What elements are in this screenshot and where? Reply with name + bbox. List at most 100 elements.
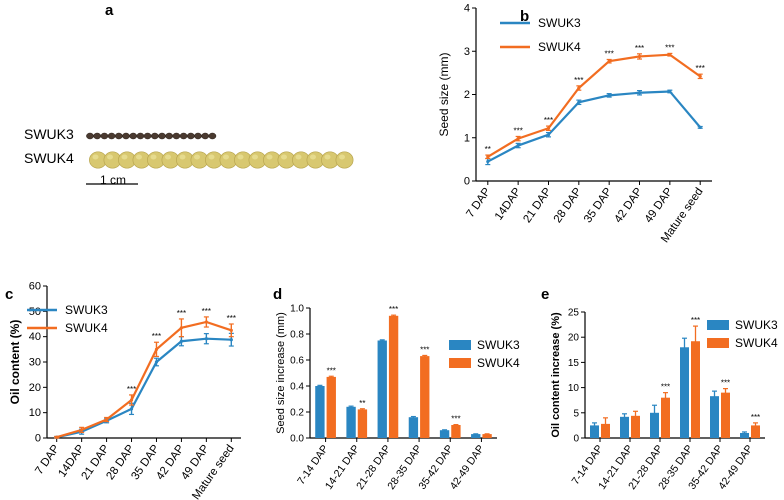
data-point	[516, 137, 520, 141]
y-tick-label: 60	[29, 281, 41, 293]
bar-swuk3	[590, 425, 599, 438]
panel-letter-c: c	[5, 286, 13, 303]
data-point	[179, 326, 184, 330]
swuk4-seed-highlight	[324, 154, 331, 160]
y-tick-label: 1.0	[290, 304, 304, 315]
swuk4-seed-highlight	[150, 154, 157, 160]
legend-swatch-swuk4	[707, 338, 729, 348]
significance-label: ***	[177, 309, 186, 318]
data-point	[204, 320, 208, 324]
legend-label-swuk4: SWUK4	[65, 321, 108, 335]
panel-letter-e: e	[541, 286, 549, 303]
bar-swuk4	[420, 356, 430, 438]
significance-label: ***	[327, 366, 336, 375]
data-point	[55, 435, 59, 439]
data-point	[607, 93, 611, 97]
swuk4-seed-highlight	[339, 154, 345, 160]
x-tick-label: 7 DAP	[464, 186, 493, 220]
significance-label: ***	[389, 305, 398, 314]
swuk4-seed-highlight	[121, 154, 128, 160]
swuk4-seed-highlight	[208, 154, 215, 160]
legend-swatch-swuk3	[707, 320, 729, 330]
data-point	[698, 125, 702, 129]
legend-label-swuk4: SWUK4	[735, 336, 778, 350]
y-tick-label: 20	[568, 333, 580, 344]
swuk4-seed-highlight	[165, 154, 171, 160]
y-axis-label: Oil content (%)	[8, 320, 22, 405]
y-tick-label: 0.4	[290, 382, 304, 393]
bar-swuk3	[346, 406, 356, 438]
data-point	[229, 338, 233, 342]
significance-label: ***	[127, 385, 136, 394]
y-tick-label: 0	[464, 176, 470, 188]
x-tick-label: 49 DAP	[643, 186, 676, 226]
y-tick-label: 30	[29, 357, 41, 369]
significance-label: ***	[604, 49, 613, 58]
significance-label: ***	[202, 307, 211, 316]
x-tick-label: 28 DAP	[552, 186, 585, 226]
significance-label: ***	[420, 345, 429, 354]
legend-label-swuk4: SWUK4	[538, 40, 581, 54]
data-point	[607, 59, 611, 63]
swuk4-seed-highlight	[136, 154, 142, 160]
significance-label: ***	[635, 44, 644, 53]
series-line-swuk3	[56, 337, 232, 439]
significance-label: ***	[665, 43, 674, 52]
y-tick-label: 5	[573, 408, 579, 419]
bar-swuk4	[631, 415, 640, 438]
legend-label-swuk3: SWUK3	[477, 338, 520, 352]
significance-label: ***	[574, 76, 583, 85]
significance-label: **	[485, 145, 491, 154]
bar-swuk3	[680, 347, 689, 438]
y-tick-label: 50	[29, 306, 41, 318]
y-tick-label: 10	[29, 407, 41, 419]
data-point	[577, 100, 581, 104]
data-point	[179, 339, 184, 343]
photo-label-swuk3: SWUK3	[24, 126, 74, 142]
bar-swuk4	[661, 397, 670, 438]
data-point	[637, 54, 642, 59]
panel-letter-d: d	[273, 286, 282, 303]
data-point	[80, 428, 84, 432]
swuk4-seed-highlight	[266, 154, 273, 160]
bar-swuk3	[650, 412, 659, 438]
y-tick-label: 0	[573, 434, 579, 445]
bar-swuk3	[620, 416, 629, 438]
bar-swuk4	[388, 315, 399, 438]
significance-label: ***	[751, 413, 760, 422]
swuk4-seed-highlight	[237, 154, 244, 160]
swuk4-seed-highlight	[179, 154, 186, 160]
bar-swuk4	[357, 409, 368, 438]
y-tick-label: 0.6	[290, 356, 304, 367]
swuk4-seed-highlight	[194, 154, 200, 160]
y-tick-label: 4	[464, 3, 470, 15]
data-point	[577, 86, 581, 90]
y-tick-label: 25	[568, 308, 580, 319]
y-tick-label: 0.8	[290, 330, 304, 341]
legend-label-swuk3: SWUK3	[735, 318, 778, 332]
y-axis-label: Seed size (mm)	[437, 52, 451, 136]
bar-swuk4	[751, 425, 760, 438]
y-tick-label: 20	[29, 382, 41, 394]
series-line-swuk4	[56, 320, 232, 439]
swuk4-seed-highlight	[252, 154, 258, 160]
y-tick-label: 15	[568, 358, 580, 369]
significance-label: ***	[696, 64, 705, 73]
data-point	[486, 159, 490, 164]
data-point	[516, 143, 520, 148]
data-point	[698, 74, 702, 78]
bar-swuk3	[740, 432, 749, 438]
bar-swuk4	[721, 392, 730, 438]
y-tick-label: 10	[568, 383, 580, 394]
bar-swuk3	[315, 386, 325, 438]
legend-swatch-swuk4	[449, 358, 471, 368]
y-tick-label: 1	[464, 132, 470, 144]
y-axis-label: Oil content increase (%)	[550, 312, 562, 438]
y-tick-label: 0.2	[290, 408, 304, 419]
panel-letter-b: b	[520, 8, 529, 25]
bar-swuk3	[471, 434, 481, 438]
